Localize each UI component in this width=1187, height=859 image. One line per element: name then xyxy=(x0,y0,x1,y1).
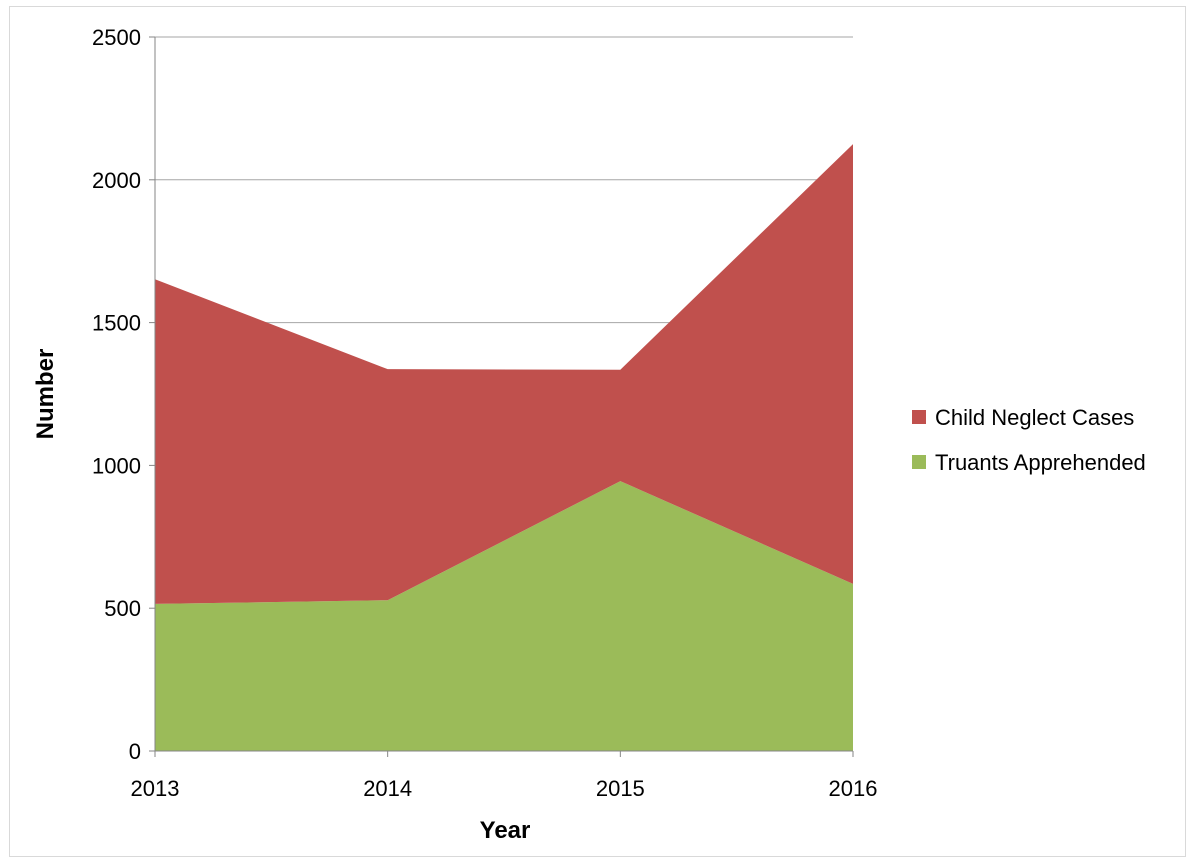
y-axis-title: Number xyxy=(32,349,59,440)
y-tick-label: 1500 xyxy=(92,311,141,336)
legend-swatch xyxy=(912,455,926,469)
y-tick-label: 0 xyxy=(129,739,141,764)
x-axis-title: Year xyxy=(480,817,531,844)
axes: 0 500 1000 1500 2000 2500 2013 2014 2015 2016 xyxy=(92,25,877,801)
y-tick-label: 2500 xyxy=(92,25,141,50)
y-tick-label: 2000 xyxy=(92,168,141,193)
legend: Child Neglect Cases Truants Apprehended xyxy=(912,405,1146,475)
x-tick-label: 2013 xyxy=(131,776,180,801)
x-tick-label: 2014 xyxy=(363,776,412,801)
y-tick-label: 500 xyxy=(104,596,141,621)
area-child-neglect-cases xyxy=(155,144,853,604)
legend-label: Truants Apprehended xyxy=(935,450,1146,475)
y-tick-label: 1000 xyxy=(92,453,141,478)
legend-label: Child Neglect Cases xyxy=(935,405,1134,430)
x-tick-label: 2015 xyxy=(596,776,645,801)
area-series xyxy=(155,144,853,751)
x-tick-label: 2016 xyxy=(829,776,878,801)
area-truants-apprehended xyxy=(155,481,853,751)
legend-swatch xyxy=(912,410,926,424)
